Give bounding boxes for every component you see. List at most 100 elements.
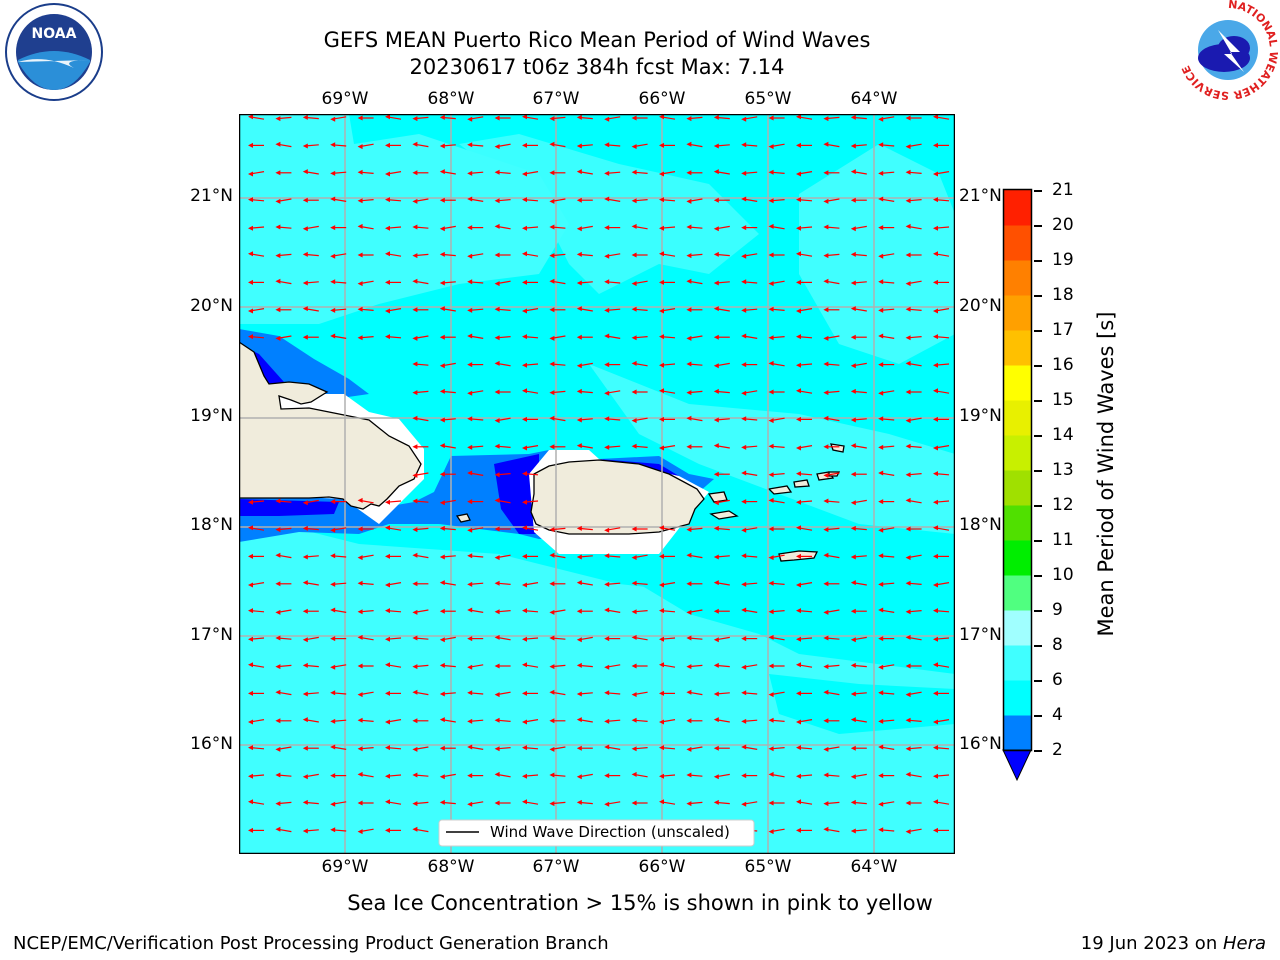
wind-wave-arrow-head — [823, 772, 829, 778]
wind-wave-arrow-head — [878, 827, 884, 833]
wind-wave-arrow-head — [522, 171, 527, 177]
wind-wave-arrow-head — [796, 445, 801, 451]
wind-wave-arrow-head — [604, 718, 610, 724]
wind-wave-arrow-head — [248, 553, 253, 559]
wind-wave-arrow-head — [412, 772, 418, 778]
wind-wave-arrow-head — [412, 253, 418, 259]
wind-wave-arrow-head — [248, 308, 253, 314]
wind-wave-arrow-head — [576, 169, 582, 175]
colorbar-tick-label: 13 — [1052, 460, 1074, 480]
wind-wave-arrow-head — [604, 744, 610, 750]
wind-wave-arrow-head — [576, 197, 582, 203]
wind-wave-arrow-head — [549, 141, 555, 147]
wind-wave-arrow-head — [439, 280, 445, 286]
map-plot: Wind Wave Direction (unscaled) — [239, 114, 955, 854]
wind-wave-arrow-head — [549, 224, 555, 230]
wind-wave-arrow-head — [796, 525, 801, 531]
colorbar-tick-label: 20 — [1052, 215, 1074, 235]
lon-label-top-64: 64°W — [850, 89, 898, 109]
wind-wave-arrow-head — [659, 553, 664, 559]
wind-wave-arrow-head — [412, 498, 418, 504]
wind-wave-arrow-head — [823, 746, 829, 752]
wind-wave-arrow-head — [439, 143, 445, 149]
wind-wave-arrow-head — [659, 225, 664, 231]
wind-wave-arrow-head — [905, 800, 911, 806]
lat-label-right-17: 17°N — [959, 625, 1002, 645]
wind-wave-arrow-head — [522, 582, 527, 588]
lat-label-left-16: 16°N — [190, 734, 233, 754]
colorbar-tick-mark — [1034, 295, 1042, 297]
wind-wave-arrow-head — [659, 608, 664, 614]
wind-wave-arrow-head — [631, 223, 637, 229]
wind-wave-arrow-head — [549, 527, 555, 533]
wind-wave-arrow-head — [439, 443, 445, 449]
wind-wave-arrow-head — [659, 114, 664, 120]
wind-wave-arrow-head — [741, 390, 747, 396]
wind-wave-arrow-head — [604, 333, 610, 339]
wind-wave-arrow-head — [522, 608, 527, 614]
wind-wave-arrow-head — [522, 445, 527, 451]
wind-wave-arrow-head — [933, 773, 938, 779]
wind-wave-arrow-head — [686, 307, 692, 313]
wind-wave-arrow-head — [878, 253, 884, 259]
wind-wave-arrow-head — [741, 470, 747, 476]
wind-wave-arrow-head — [439, 500, 445, 506]
wind-wave-arrow-head — [576, 608, 582, 614]
wind-wave-arrow-head — [905, 198, 911, 204]
wind-wave-arrow-head — [357, 609, 363, 615]
wind-wave-arrow-head — [357, 281, 363, 287]
lat-label-left-21: 21°N — [190, 186, 233, 206]
wind-wave-arrow-head — [878, 499, 884, 505]
wind-wave-arrow-head — [576, 114, 582, 120]
wind-wave-arrow-head — [823, 527, 829, 533]
wind-wave-arrow-head — [905, 360, 911, 366]
wind-wave-arrow-head — [850, 197, 856, 203]
wind-wave-arrow-head — [549, 746, 555, 752]
wind-wave-arrow-head — [439, 388, 445, 394]
wind-wave-arrow-head — [686, 224, 692, 230]
wind-wave-arrow-head — [659, 662, 664, 668]
wind-wave-arrow-head — [905, 115, 911, 121]
wind-wave-arrow-head — [248, 719, 253, 725]
wind-wave-arrow-head — [713, 143, 719, 149]
wind-wave-arrow-head — [686, 253, 692, 259]
wind-wave-arrow-head — [302, 717, 308, 723]
wind-wave-arrow-head — [659, 388, 664, 394]
wind-wave-arrow-head — [741, 664, 747, 670]
wind-wave-arrow-head — [796, 251, 801, 257]
wind-wave-arrow-head — [330, 499, 336, 505]
wind-wave-arrow-head — [275, 746, 281, 752]
wind-wave-arrow-head — [768, 771, 774, 777]
wind-wave-arrow-head — [248, 608, 253, 614]
wind-wave-arrow-head — [905, 223, 911, 229]
wind-wave-arrow-head — [275, 772, 281, 778]
wind-wave-arrow-head — [549, 198, 555, 204]
wind-wave-arrow-head — [850, 226, 856, 232]
wind-wave-arrow-head — [522, 662, 527, 668]
wind-wave-arrow-head — [933, 553, 938, 559]
wind-wave-arrow-head — [686, 801, 692, 807]
wind-wave-arrow-head — [385, 308, 390, 314]
wind-wave-arrow-head — [686, 335, 692, 341]
wind-wave-arrow-head — [933, 525, 938, 531]
wind-wave-arrow-head — [275, 224, 281, 230]
wind-wave-arrow-head — [248, 499, 253, 505]
wind-wave-arrow-head — [768, 335, 774, 341]
wind-wave-arrow-head — [248, 662, 253, 668]
wind-wave-arrow-head — [302, 774, 308, 780]
wind-wave-arrow-head — [741, 718, 747, 724]
colorbar-tick-mark — [1034, 715, 1042, 717]
colorbar-tick-label: 10 — [1052, 565, 1074, 585]
wind-wave-arrow-head — [522, 719, 527, 725]
colorbar-block — [1004, 575, 1031, 611]
wind-wave-arrow-head — [850, 745, 856, 751]
wind-wave-arrow-head — [302, 143, 308, 149]
wind-wave-arrow-head — [796, 225, 801, 231]
wind-wave-arrow-head — [549, 581, 555, 587]
colorbar-block — [1004, 680, 1031, 716]
wind-wave-arrow-head — [659, 142, 664, 148]
wind-wave-arrow-head — [713, 226, 719, 232]
wind-wave-arrow-head — [604, 307, 610, 313]
wind-wave-arrow-head — [494, 580, 500, 586]
wind-wave-arrow-head — [439, 114, 445, 120]
